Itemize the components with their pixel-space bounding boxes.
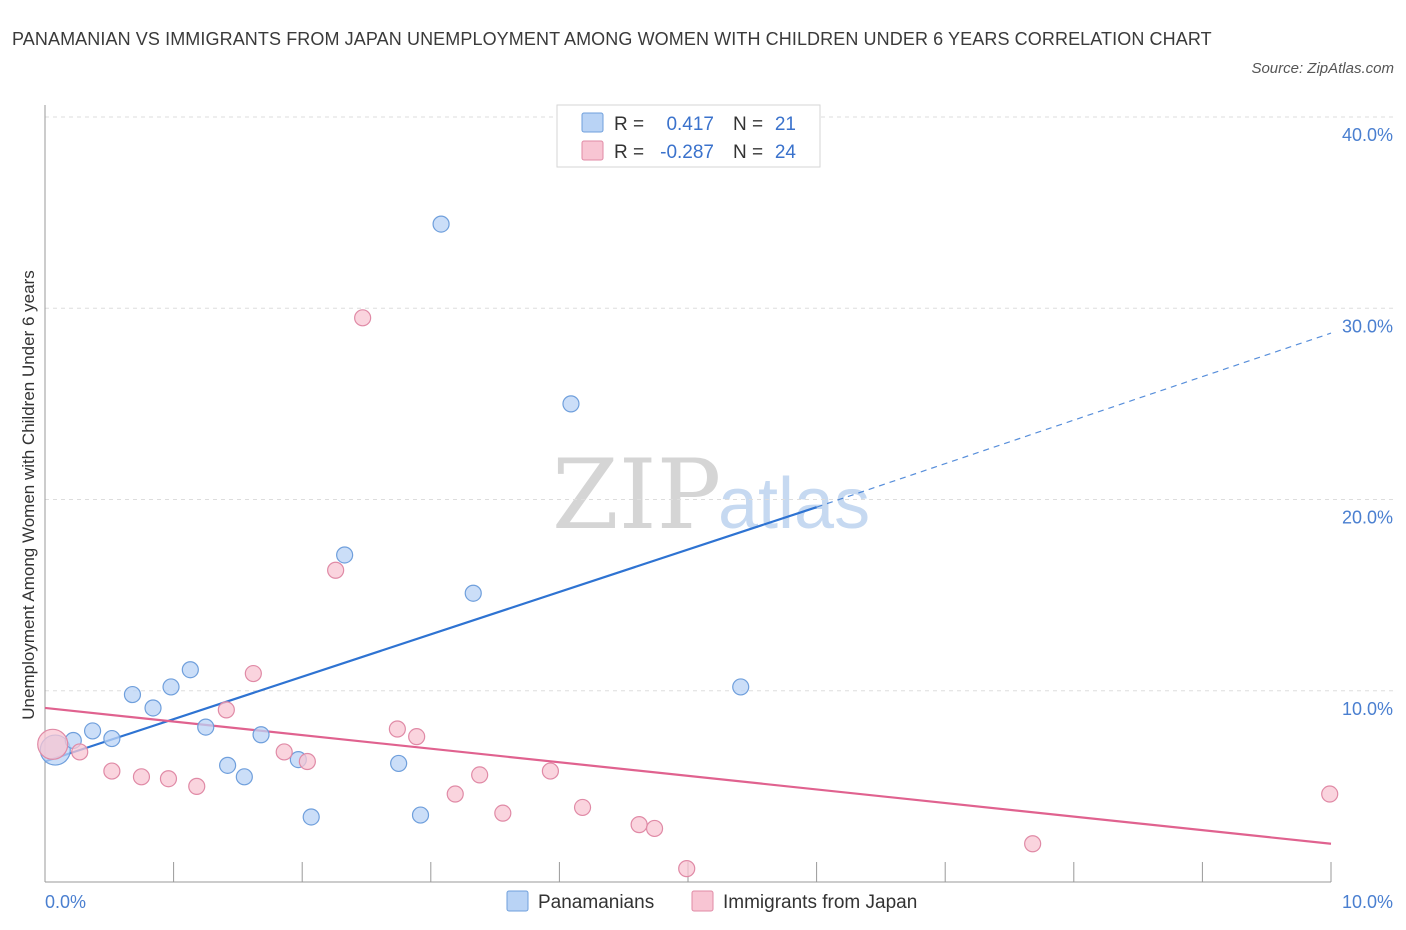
point-panamanians-6[interactable] xyxy=(162,678,180,696)
legend-label-panamanians: Panamanians xyxy=(538,892,654,913)
point-panamanians-19[interactable] xyxy=(562,395,580,413)
legend-label-japan: Immigrants from Japan xyxy=(723,892,917,913)
point-panamanians-11[interactable] xyxy=(252,726,270,744)
point-panamanians-20[interactable] xyxy=(732,678,750,696)
trend-line-panamanians-extension xyxy=(816,332,1332,508)
point-japan-8[interactable] xyxy=(275,743,293,761)
gridlines xyxy=(45,116,1396,692)
legend: Panamanians Immigrants from Japan xyxy=(506,890,917,913)
trend-lines xyxy=(44,332,1332,845)
stats-swatch-pink xyxy=(581,140,604,161)
point-panamanians-17[interactable] xyxy=(432,215,450,233)
trend-line-panamanians xyxy=(44,506,817,763)
point-japan-2[interactable] xyxy=(103,762,121,780)
y-tick-label-10: 10.0% xyxy=(1342,699,1393,719)
x-tick-marks xyxy=(173,862,1332,882)
y-tick-labels: 10.0% 20.0% 30.0% 40.0% xyxy=(1342,125,1393,719)
point-japan-19[interactable] xyxy=(630,816,648,834)
legend-swatch-panamanians xyxy=(506,890,529,912)
point-japan-4[interactable] xyxy=(159,770,178,788)
point-japan-14[interactable] xyxy=(446,785,464,803)
watermark-zip: ZIP xyxy=(552,439,721,551)
point-japan-6[interactable] xyxy=(217,701,235,719)
stats-n-label-blue: N = xyxy=(733,114,763,135)
y-tick-label-20: 20.0% xyxy=(1342,508,1393,528)
point-japan-5[interactable] xyxy=(188,777,206,795)
source-credit: Source: ZipAtlas.com xyxy=(1251,60,1394,77)
stats-r-label-pink: R = xyxy=(614,142,644,163)
point-japan-7[interactable] xyxy=(244,664,262,683)
point-panamanians-16[interactable] xyxy=(411,806,430,824)
stats-box: R = 0.417 N = 21 R = -0.287 N = 24 xyxy=(556,104,821,168)
point-japan-15[interactable] xyxy=(471,766,489,784)
point-japan-17[interactable] xyxy=(541,762,559,780)
x-tick-label-min: 0.0% xyxy=(45,892,86,912)
x-tick-label-max: 10.0% xyxy=(1342,892,1393,912)
point-japan-22[interactable] xyxy=(1024,835,1042,853)
point-panamanians-9[interactable] xyxy=(219,756,237,774)
legend-swatch-japan xyxy=(691,890,714,912)
point-japan-1[interactable] xyxy=(71,743,89,761)
y-tick-label-30: 30.0% xyxy=(1342,316,1393,336)
point-panamanians-5[interactable] xyxy=(144,699,162,717)
point-japan-13[interactable] xyxy=(408,728,426,746)
point-panamanians-13[interactable] xyxy=(302,808,320,826)
point-japan-12[interactable] xyxy=(388,720,406,738)
point-panamanians-3[interactable] xyxy=(103,729,121,748)
point-panamanians-4[interactable] xyxy=(123,685,142,704)
point-japan-23[interactable] xyxy=(1321,785,1339,803)
y-tick-label-40: 40.0% xyxy=(1342,125,1393,145)
stats-n-value-blue: 21 xyxy=(775,114,796,135)
point-panamanians-8[interactable] xyxy=(197,718,215,736)
stats-r-value-blue: 0.417 xyxy=(666,114,714,135)
point-japan-21[interactable] xyxy=(678,860,696,878)
point-panamanians-15[interactable] xyxy=(390,754,408,773)
point-japan-3[interactable] xyxy=(132,768,151,786)
point-japan-9[interactable] xyxy=(298,752,316,771)
point-panamanians-10[interactable] xyxy=(235,768,253,786)
point-japan-16[interactable] xyxy=(494,804,512,822)
point-japan-0[interactable] xyxy=(37,728,69,760)
point-panamanians-14[interactable] xyxy=(336,546,354,564)
point-japan-11[interactable] xyxy=(354,309,372,327)
stats-r-label-blue: R = xyxy=(614,114,644,135)
point-panamanians-7[interactable] xyxy=(181,661,199,679)
stats-r-value-pink: -0.287 xyxy=(660,142,714,163)
data-points xyxy=(37,215,1339,878)
chart-title: PANAMANIAN VS IMMIGRANTS FROM JAPAN UNEM… xyxy=(12,29,1212,49)
stats-n-value-pink: 24 xyxy=(775,142,797,163)
y-axis-title: Unemployment Among Women with Children U… xyxy=(19,270,38,719)
point-japan-18[interactable] xyxy=(573,798,592,817)
point-japan-10[interactable] xyxy=(327,561,345,579)
point-panamanians-18[interactable] xyxy=(464,584,482,602)
point-japan-20[interactable] xyxy=(645,819,664,838)
point-panamanians-2[interactable] xyxy=(83,722,102,740)
stats-n-label-pink: N = xyxy=(733,142,763,163)
stats-swatch-blue xyxy=(581,112,604,133)
